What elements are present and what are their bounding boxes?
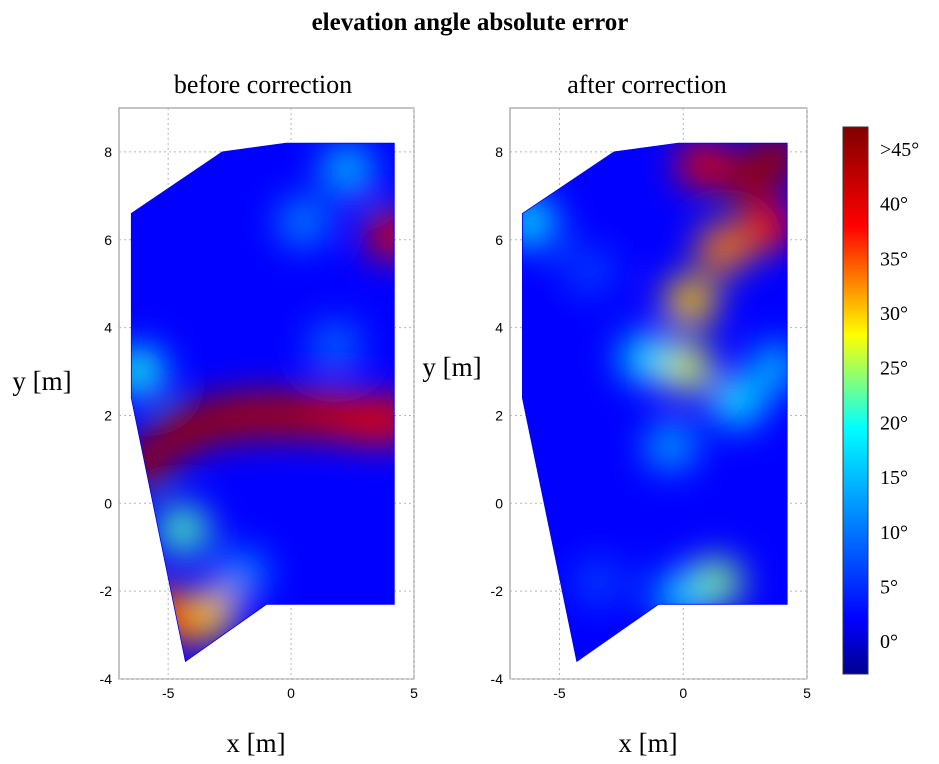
colorbar-tick-label: 0° bbox=[880, 631, 898, 653]
x-axis-label: x [m] bbox=[618, 728, 677, 758]
domain-outline bbox=[130, 142, 395, 663]
y-tick-label: 4 bbox=[104, 320, 112, 336]
colorbar: 0° 5° 10° 15° 20° 25° 30° 35° 40° >45° bbox=[842, 126, 919, 675]
y-tick-label: 2 bbox=[495, 407, 503, 423]
x-axis-label: x [m] bbox=[226, 728, 285, 758]
y-tick-label: 6 bbox=[104, 232, 112, 248]
y-tick-label: -2 bbox=[100, 583, 113, 599]
y-tick-label: -2 bbox=[491, 583, 504, 599]
colorbar-tick-label: 35° bbox=[880, 248, 908, 270]
x-tick-label: 0 bbox=[679, 685, 687, 701]
x-tick-label: 5 bbox=[803, 685, 811, 701]
colorbar-tick-label: 40° bbox=[880, 194, 908, 216]
colorbar-tick-label: 25° bbox=[880, 358, 908, 380]
heat-hotspot bbox=[131, 347, 165, 396]
heat-hotspot bbox=[711, 378, 764, 427]
y-tick-label: 0 bbox=[104, 495, 112, 511]
colorbar-gradient bbox=[842, 126, 869, 675]
heat-hotspot bbox=[696, 224, 749, 273]
colorbar-tick-label: 30° bbox=[880, 303, 908, 325]
y-tick-labels: -4 -2 0 2 4 6 8 bbox=[100, 144, 113, 687]
heat-hotspot bbox=[228, 391, 281, 440]
figure-title: elevation angle absolute error bbox=[312, 9, 629, 36]
heat-hotspot bbox=[184, 588, 236, 638]
heat-hotspot bbox=[659, 342, 712, 392]
heat-hotspot bbox=[366, 395, 395, 445]
y-axis-label: y [m] bbox=[422, 352, 481, 382]
y-tick-label: 4 bbox=[495, 320, 503, 336]
heat-hotspot bbox=[216, 549, 268, 598]
y-tick-label: -4 bbox=[100, 671, 113, 687]
x-tick-label: 0 bbox=[287, 685, 295, 701]
y-tick-labels: -4 -2 0 2 4 6 8 bbox=[491, 144, 504, 687]
heat-hotspot bbox=[157, 505, 209, 554]
heat-hotspot bbox=[751, 143, 788, 181]
panel-title: before correction bbox=[174, 70, 352, 99]
x-tick-label: 5 bbox=[410, 685, 418, 701]
colorbar-tick-label: 10° bbox=[880, 522, 908, 544]
y-tick-label: 6 bbox=[495, 232, 503, 248]
heat-hotspot bbox=[277, 198, 330, 247]
x-tick-label: -5 bbox=[162, 685, 175, 701]
heat-hotspot bbox=[573, 558, 626, 607]
heat-hotspot bbox=[677, 143, 730, 190]
x-tick-label: -5 bbox=[553, 685, 566, 701]
colorbar-tick-label: 5° bbox=[880, 576, 898, 598]
heat-hotspot bbox=[644, 422, 697, 471]
heat-hotspot bbox=[620, 334, 673, 383]
y-tick-label: 2 bbox=[104, 407, 112, 423]
y-tick-label: 8 bbox=[495, 144, 503, 160]
heat-hotspot bbox=[664, 277, 717, 326]
heat-hotspot bbox=[366, 211, 395, 260]
y-axis-label: y [m] bbox=[12, 366, 71, 396]
panel-after-correction: after correction -5 0 5 -4 -2 0 2 4 6 8 x [m] y … bbox=[422, 70, 811, 758]
panel-title: after correction bbox=[567, 70, 727, 99]
heat-hotspot bbox=[748, 342, 788, 392]
heatmap-surface bbox=[130, 142, 395, 663]
y-tick-label: -4 bbox=[491, 671, 504, 687]
domain-outline bbox=[522, 142, 788, 663]
heat-hotspot bbox=[741, 202, 788, 251]
heat-hotspot bbox=[563, 246, 616, 295]
panel-before-correction: before correction -5 0 5 -4 -2 0 2 4 6 8 x [m] y… bbox=[12, 70, 418, 758]
heat-hotspot bbox=[522, 198, 556, 247]
y-tick-label: 0 bbox=[495, 495, 503, 511]
heat-hotspot bbox=[321, 145, 374, 194]
colorbar-tick-label: 15° bbox=[880, 467, 908, 489]
heat-hotspot bbox=[309, 321, 362, 370]
heatmap-surface bbox=[522, 142, 788, 663]
y-tick-label: 8 bbox=[104, 144, 112, 160]
colorbar-tick-labels: 0° 5° 10° 15° 20° 25° 30° 35° 40° >45° bbox=[880, 139, 919, 653]
colorbar-tick-label: >45° bbox=[880, 139, 919, 161]
x-tick-labels: -5 0 5 bbox=[553, 685, 811, 701]
x-tick-labels: -5 0 5 bbox=[162, 685, 418, 701]
heat-hotspot bbox=[265, 391, 317, 440]
colorbar-tick-label: 20° bbox=[880, 412, 908, 434]
